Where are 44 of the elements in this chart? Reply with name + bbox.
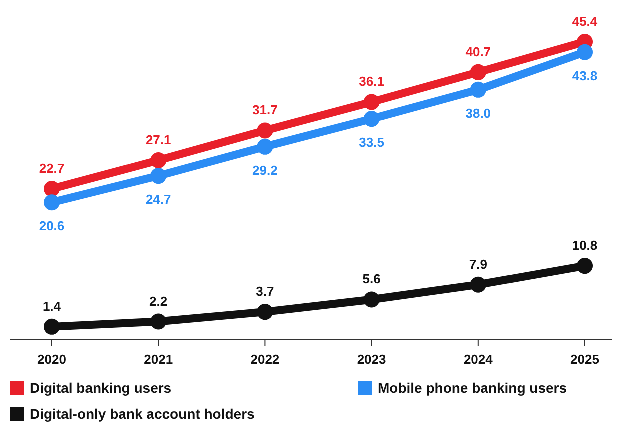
point	[150, 314, 167, 330]
point	[44, 181, 60, 197]
data-label: 7.9	[469, 256, 488, 272]
data-label: 24.7	[146, 192, 172, 208]
point	[470, 82, 486, 98]
point	[44, 194, 60, 211]
point	[150, 168, 167, 184]
x-tick-label: 2022	[250, 352, 280, 367]
data-label: 45.4	[572, 14, 598, 29]
point	[470, 276, 486, 293]
point	[257, 122, 274, 139]
legend-label: Digital-only bank account holders	[30, 406, 256, 422]
point	[577, 258, 593, 274]
point	[577, 44, 593, 60]
x-tick-label: 2024	[464, 352, 494, 367]
data-label: 33.5	[359, 135, 384, 150]
data-label: 43.8	[572, 68, 598, 84]
legend-label: Mobile phone banking users	[378, 380, 568, 396]
x-tick-label: 2021	[144, 352, 174, 367]
x-tick-label: 2023	[357, 352, 386, 367]
data-label: 10.8	[572, 238, 598, 254]
point	[257, 138, 274, 155]
data-label: 27.1	[146, 132, 172, 148]
point	[364, 94, 380, 110]
data-label: 3.7	[256, 284, 274, 300]
x-tick-label: 2025	[570, 352, 600, 367]
x-tick-label: 2020	[38, 352, 66, 367]
data-label: 2.2	[150, 294, 168, 309]
data-label: 38.0	[466, 106, 492, 121]
data-label: 36.1	[359, 74, 384, 90]
data-label: 29.2	[252, 162, 278, 178]
point	[44, 318, 60, 335]
point	[364, 292, 380, 308]
data-label: 1.4	[42, 298, 62, 314]
data-label: 22.7	[39, 161, 65, 176]
point	[364, 111, 380, 128]
data-label: 5.6	[362, 272, 381, 287]
data-label: 31.7	[252, 102, 278, 118]
point	[150, 152, 167, 169]
point	[470, 64, 486, 80]
point	[257, 304, 274, 320]
data-label: 40.7	[466, 44, 492, 60]
legend-label: Digital banking users	[30, 380, 172, 396]
data-label: 20.6	[39, 218, 65, 234]
